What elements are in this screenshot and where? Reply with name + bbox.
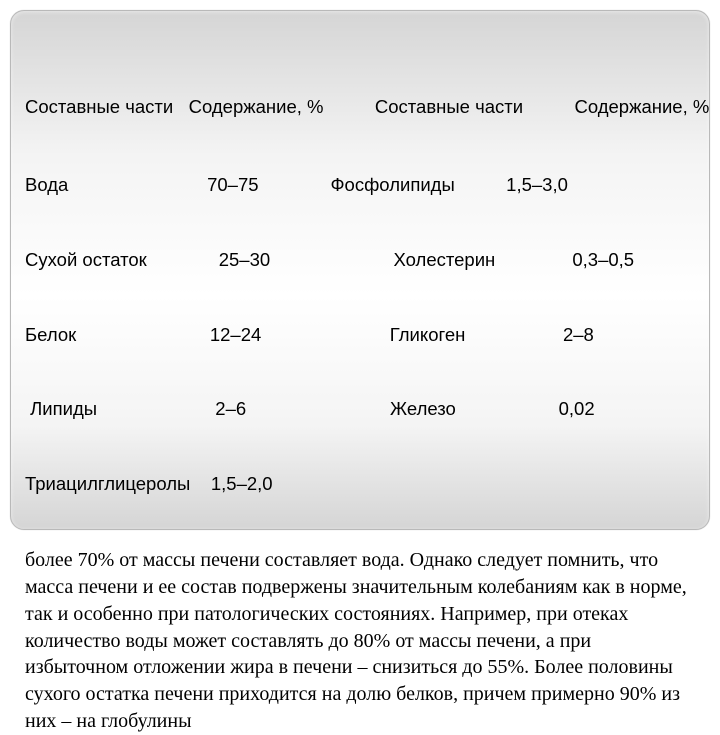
table-row: Белок 12–24 Гликоген 2–8 (25, 323, 695, 348)
table-row: Вода 70–75 Фосфолипиды 1,5–3,0 (25, 173, 695, 198)
table-body: Вода 70–75 Фосфолипиды 1,5–3,0 Сухой ост… (25, 123, 695, 547)
body-paragraph: более 70% от массы печени составляет вод… (25, 547, 695, 735)
table-row: Липиды 2–6 Железо 0,02 (25, 397, 695, 422)
slide-container: Составные части Содержание, % Составные … (10, 10, 710, 530)
table-header: Составные части Содержание, % Составные … (25, 93, 695, 121)
table-row: Сухой остаток 25–30 Холестерин 0,3–0,5 (25, 248, 695, 273)
table-row: Триацилглицеролы 1,5–2,0 (25, 472, 695, 497)
